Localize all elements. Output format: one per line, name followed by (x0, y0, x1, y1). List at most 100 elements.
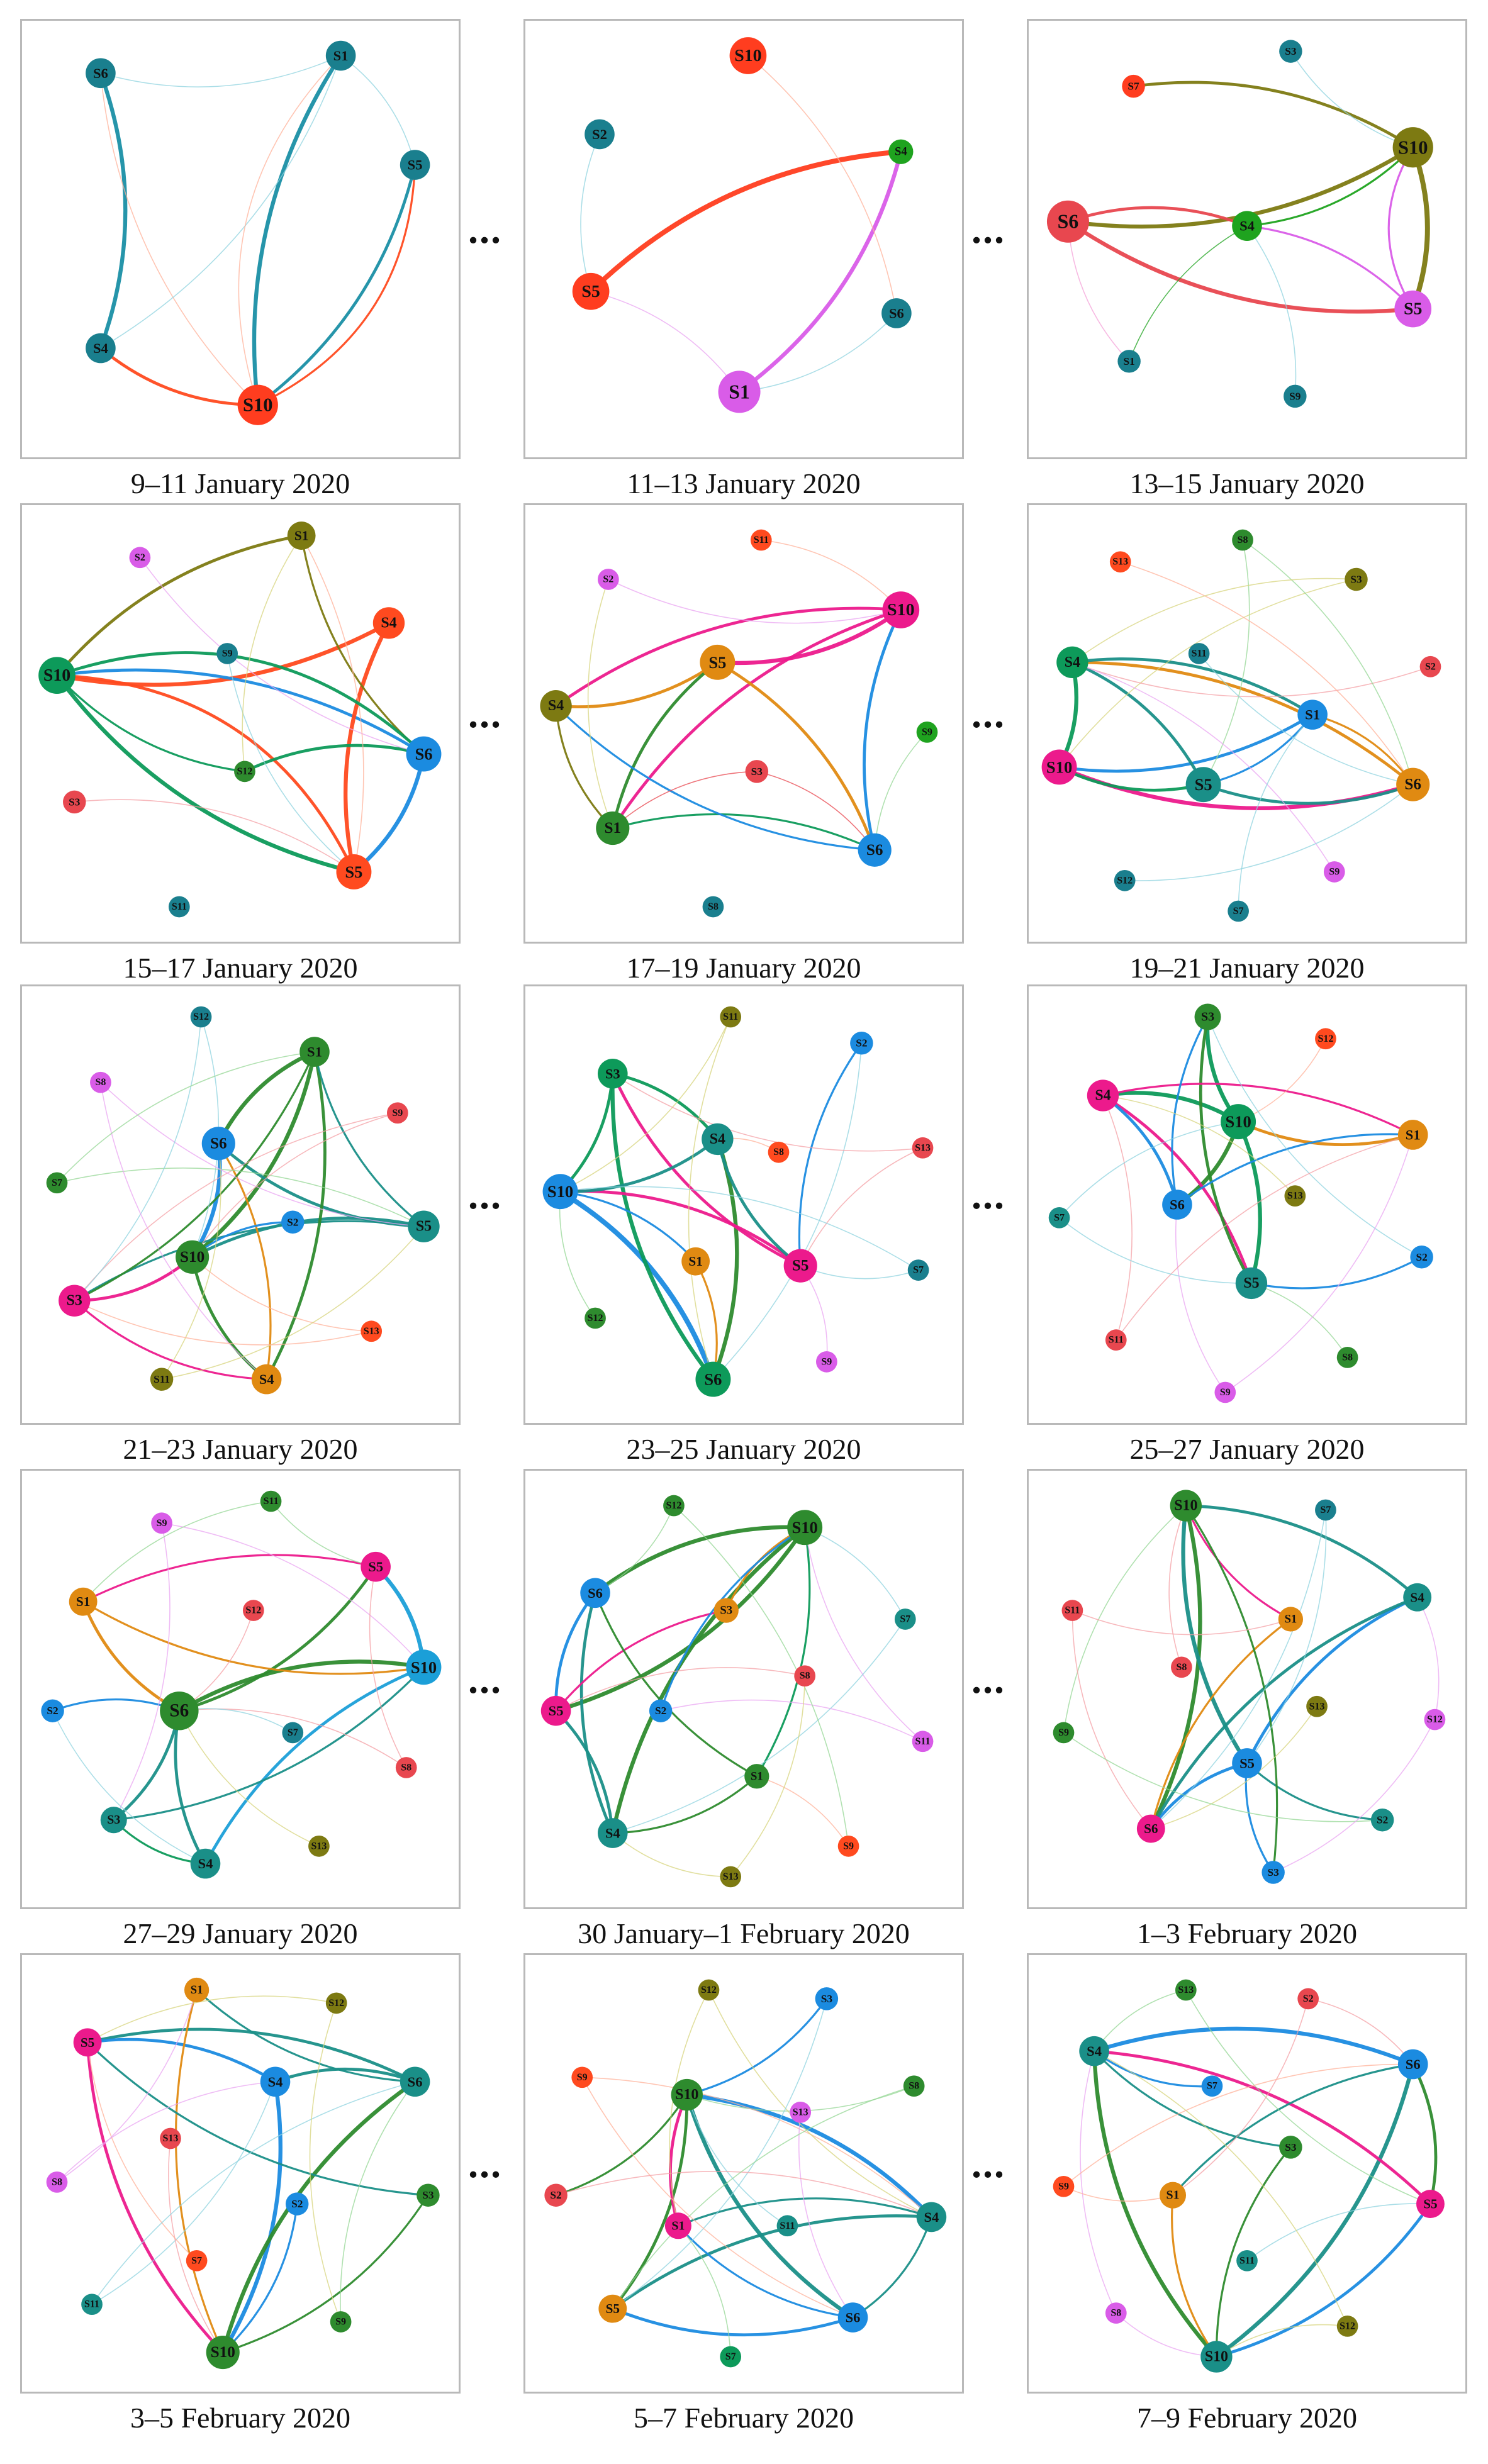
graph-edge (1071, 657, 1314, 716)
node-label: S9 (821, 1356, 832, 1367)
node-label: S4 (605, 1826, 620, 1841)
node-label: S12 (1317, 1034, 1333, 1044)
node-label: S8 (800, 1671, 810, 1681)
node-circle (720, 2346, 742, 2368)
graph-node: S11 (260, 1490, 282, 1512)
node-label: S7 (1127, 81, 1139, 92)
graph-edge (174, 1988, 224, 2354)
graph-edge (161, 1143, 221, 1380)
graph-edge (1119, 561, 1414, 785)
graph-node: S5 (700, 644, 736, 680)
graph-node: S7 (907, 1259, 929, 1281)
node-label: S6 (169, 1701, 189, 1721)
graph-edge (86, 2041, 225, 2354)
graph-edge (1215, 2146, 1292, 2358)
graph-edge (369, 1566, 407, 1768)
node-label: S6 (1406, 2056, 1421, 2072)
graph-node: S11 (1236, 2249, 1258, 2272)
node-label: S5 (581, 282, 600, 301)
node-label: S12 (193, 1012, 209, 1022)
graph-edge (1080, 2050, 1117, 2314)
graph-edge (1272, 1719, 1436, 1873)
graph-node: S5 (408, 1210, 440, 1242)
node-circle (1284, 384, 1307, 408)
node-circle (1122, 74, 1145, 98)
graph-node: S12 (325, 1992, 347, 2014)
graph-edge (100, 55, 342, 87)
graph-edge (1093, 2050, 1292, 2148)
node-circle (260, 2066, 291, 2097)
network-panel: S6 S1 S5 S10 S4 (20, 19, 461, 459)
graph-edge (612, 813, 876, 851)
graph-edge (611, 608, 903, 830)
graph-node: S6 (86, 58, 116, 89)
graph-node: S7 (46, 1172, 68, 1194)
graph-edge (588, 149, 903, 294)
node-label: S12 (245, 1605, 261, 1616)
graph-node: S8 (46, 2171, 68, 2193)
node-circle (585, 1307, 606, 1329)
graph-edge (715, 661, 876, 852)
graph-edge (196, 1988, 417, 2083)
node-circle (1041, 749, 1077, 785)
node-label: S7 (725, 2351, 736, 2362)
graph-edge (100, 1081, 425, 1227)
node-circle (90, 1071, 111, 1093)
node-circle (336, 854, 372, 889)
graph-node: S4 (1403, 1583, 1432, 1612)
node-circle (1061, 1600, 1083, 1621)
graph-edge (1307, 1998, 1414, 2065)
node-circle (206, 2335, 240, 2370)
node-circle (86, 333, 116, 364)
node-circle (406, 736, 442, 772)
graph-node: S5 (1232, 1748, 1262, 1778)
node-circle (1170, 1490, 1202, 1522)
graph-edge (55, 674, 246, 772)
node-label: S5 (1404, 299, 1422, 319)
graph-edge (554, 606, 903, 708)
node-label: S8 (401, 1762, 411, 1773)
graph-edge (1172, 2063, 1414, 2197)
node-label: S6 (1144, 1821, 1158, 1836)
graph-node: S5 (540, 1695, 571, 1726)
graph-node: S10 (1221, 1104, 1256, 1140)
node-label: S4 (381, 615, 396, 631)
graph-node: S9 (1053, 2175, 1075, 2197)
graph-edge (1124, 784, 1414, 881)
ellipsis-separator: ... (468, 1657, 502, 1702)
node-circle (395, 1757, 417, 1778)
node-label: S10 (43, 666, 70, 685)
node-circle (1336, 1347, 1358, 1368)
node-label: S13 (1287, 1191, 1303, 1201)
graph-edge (559, 1137, 719, 1193)
ellipsis-separator: ... (468, 2141, 502, 2186)
graph-edge (554, 1591, 597, 1713)
node-circle (160, 1691, 199, 1731)
node-circle (702, 896, 724, 918)
network-graph: S11 S5 S10 S8 S13 S4 S3 S2 S1 S9 S12 S6 S7 (41, 1490, 442, 1879)
node-circle (150, 1368, 174, 1391)
node-label: S10 (1174, 1498, 1197, 1514)
graph-edge (221, 2080, 417, 2355)
node-label: S2 (550, 2189, 561, 2201)
node-circle (903, 2075, 925, 2097)
network-graph: S13 S2 S6 S5 S12 S10 S8 S9 S4 S7 S3 S1 S11 (1053, 1979, 1445, 2373)
node-label: S12 (237, 766, 252, 777)
graph-edge (1246, 225, 1414, 310)
graph-edge (1176, 1133, 1414, 1206)
node-label: S11 (154, 1373, 170, 1385)
graph-edge (1246, 1762, 1384, 1821)
graph-edge (611, 661, 719, 830)
graph-edge (612, 1073, 924, 1152)
node-label: S4 (1065, 654, 1080, 671)
graph-node: S9 (816, 1351, 837, 1373)
graph-node: S4 (260, 2066, 291, 2097)
graph-edge (91, 2081, 416, 2305)
node-circle (1160, 2182, 1187, 2209)
node-circle (400, 150, 430, 180)
graph-node: S8 (768, 1141, 790, 1163)
graph-node: S4 (1087, 1079, 1119, 1112)
graph-node: S9 (330, 2311, 352, 2333)
graph-edge (1102, 1095, 1133, 1341)
graph-node: S9 (571, 2066, 593, 2088)
